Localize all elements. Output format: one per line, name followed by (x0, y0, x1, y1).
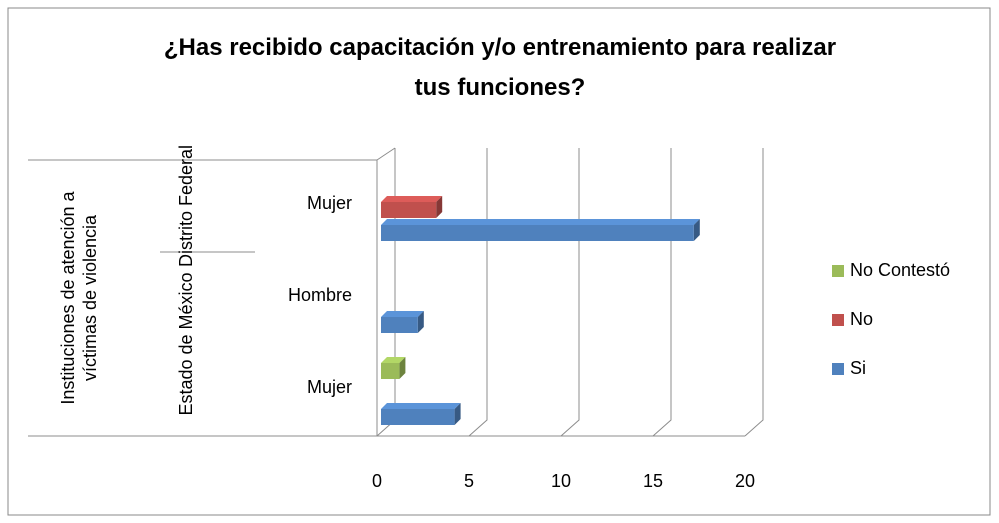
bar (381, 225, 694, 241)
bar-top (381, 196, 443, 202)
legend-swatch (832, 363, 844, 375)
x-tick-label: 20 (735, 471, 755, 491)
category-label: Mujer (307, 377, 352, 397)
legend-swatch (832, 265, 844, 277)
super-group-label: Instituciones de atención a víctimas de … (58, 191, 100, 405)
group-label: Estado de México (176, 272, 196, 416)
chart-border (7, 7, 991, 516)
grid-line (744, 148, 764, 437)
bar-side (436, 196, 443, 218)
category-label: Hombre (288, 285, 352, 305)
legend-label: No (850, 309, 873, 329)
bar-side (399, 357, 406, 379)
bar-top (381, 311, 424, 317)
x-tick-label: 15 (643, 471, 663, 491)
bar-top (381, 357, 406, 363)
x-tick-label: 0 (372, 471, 382, 491)
bar-side (693, 219, 700, 241)
bar-side (417, 311, 424, 333)
legend-swatch (832, 314, 844, 326)
legend-label: Si (850, 358, 866, 378)
wall-edge (376, 147, 396, 161)
bar-side (454, 403, 461, 425)
legend-label: No Contestó (850, 260, 950, 280)
group-label: Distrito Federal (176, 144, 196, 268)
bar (381, 202, 437, 218)
bar-top (381, 403, 461, 409)
bar (381, 409, 455, 425)
x-tick-label: 5 (464, 471, 474, 491)
x-tick-label: 10 (551, 471, 571, 491)
chart-title: ¿Has recibido capacitación y/o entrenami… (163, 34, 837, 101)
category-label: Mujer (307, 193, 352, 213)
bar (381, 363, 400, 379)
bar (381, 317, 418, 333)
bar-top (381, 219, 700, 225)
